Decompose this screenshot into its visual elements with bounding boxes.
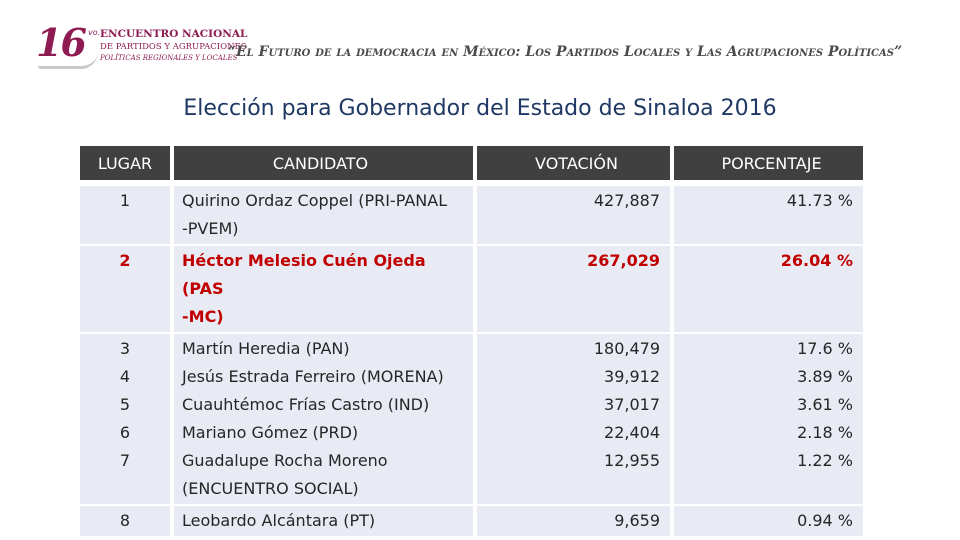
table-row: 3 4 5 6 7 Martín Heredia (PAN) Jesús Estrada F… (80, 333, 863, 505)
porcentaje-value: 41.73 % (786, 191, 853, 210)
header-votacion: VOTACIÓN (477, 146, 670, 185)
event-logo: 16 vo. ENCUENTRO NACIONAL DE PARTIDOS Y … (36, 20, 247, 72)
lugar-cell: 2 (80, 245, 170, 333)
logo-line-3: POLÍTICAS REGIONALES Y LOCALES (100, 54, 238, 62)
lugar-value: 2 (119, 251, 131, 270)
votacion-value: 39,912 (604, 367, 660, 386)
porcentaje-value: 1.22 % (797, 451, 853, 470)
candidato-name: Cuauhtémoc Frías Castro (IND) (182, 395, 430, 414)
porcentaje-value: 2.18 % (797, 423, 853, 442)
page-title: Elección para Gobernador del Estado de S… (183, 96, 777, 121)
lugar-value: 6 (119, 423, 131, 442)
results-body: 1 Quirino Ordaz Coppel (PRI-PANAL -PVEM) 42… (80, 185, 863, 537)
lugar-cell: 1 (80, 185, 170, 245)
logo-swoosh (38, 52, 98, 69)
candidato-name: Mariano Gómez (PRD) (182, 423, 359, 442)
porcentaje-cell: 17.6 % 3.89 % 3.61 % 2.18 % 1.22 % (674, 333, 863, 505)
votacion-value: 37,017 (604, 395, 660, 414)
lugar-value: 8 (119, 511, 131, 530)
lugar-value: 3 (119, 339, 131, 358)
logo-line-2: DE PARTIDOS Y AGRUPACIONES (100, 42, 247, 52)
event-subtitle: “El Futuro de la democracia en México: L… (227, 44, 902, 60)
header-lugar: LUGAR (80, 146, 170, 185)
lugar-value: 5 (119, 395, 131, 414)
candidato-cell: Leobardo Alcántara (PT) (174, 505, 473, 537)
porcentaje-cell: 0.94 % (674, 505, 863, 537)
candidato-name: Quirino Ordaz Coppel (PRI-PANAL (182, 191, 448, 210)
porcentaje-cell: 26.04 % (674, 245, 863, 333)
table-row: 2 Héctor Melesio Cuén Ojeda (PAS -MC) 267,0… (80, 245, 863, 333)
table-row: 1 Quirino Ordaz Coppel (PRI-PANAL -PVEM) 42… (80, 185, 863, 245)
candidato-name: -PVEM) (182, 219, 239, 238)
votacion-value: 9,659 (614, 511, 660, 530)
porcentaje-value: 3.61 % (797, 395, 853, 414)
logo-line-1: ENCUENTRO NACIONAL (100, 28, 248, 40)
votacion-cell: 180,479 39,912 37,017 22,404 12,955 (477, 333, 670, 505)
votacion-value: 12,955 (604, 451, 660, 470)
logo-ordinal: vo. (88, 28, 101, 37)
candidato-name: Héctor Melesio Cuén Ojeda (PAS (182, 251, 426, 298)
votacion-cell: 9,659 (477, 505, 670, 537)
header-candidato: CANDIDATO (174, 146, 473, 185)
lugar-value: 1 (119, 191, 131, 210)
candidato-name: -MC) (182, 307, 224, 326)
lugar-value: 4 (119, 367, 131, 386)
candidato-name: (ENCUENTRO SOCIAL) (182, 479, 359, 498)
lugar-cell: 3 4 5 6 7 (80, 333, 170, 505)
table-header-row: LUGAR CANDIDATO VOTACIÓN PORCENTAJE (80, 146, 863, 185)
results-table: LUGAR CANDIDATO VOTACIÓN PORCENTAJE 1 Qui… (76, 146, 867, 537)
votacion-value: 180,479 (593, 339, 660, 358)
votacion-value: 427,887 (593, 191, 660, 210)
header-porcentaje: PORCENTAJE (674, 146, 863, 185)
candidato-name: Jesús Estrada Ferreiro (MORENA) (182, 367, 444, 386)
table-row: 8 Leobardo Alcántara (PT) 9,659 0.94 % (80, 505, 863, 537)
candidato-cell: Quirino Ordaz Coppel (PRI-PANAL -PVEM) (174, 185, 473, 245)
votacion-cell: 427,887 (477, 185, 670, 245)
lugar-value: 7 (119, 451, 131, 470)
candidato-cell: Martín Heredia (PAN) Jesús Estrada Ferrei… (174, 333, 473, 505)
porcentaje-value: 3.89 % (797, 367, 853, 386)
votacion-value: 22,404 (604, 423, 660, 442)
candidato-name: Martín Heredia (PAN) (182, 339, 350, 358)
logo-number: 16 (36, 20, 87, 65)
porcentaje-value: 17.6 % (797, 339, 853, 358)
candidato-name: Leobardo Alcántara (PT) (182, 511, 376, 530)
votacion-value: 267,029 (587, 251, 660, 270)
lugar-cell: 8 (80, 505, 170, 537)
porcentaje-value: 0.94 % (797, 511, 853, 530)
candidato-name: Guadalupe Rocha Moreno (182, 451, 388, 470)
votacion-cell: 267,029 (477, 245, 670, 333)
candidato-cell: Héctor Melesio Cuén Ojeda (PAS -MC) (174, 245, 473, 333)
porcentaje-cell: 41.73 % (674, 185, 863, 245)
porcentaje-value: 26.04 % (780, 251, 853, 270)
